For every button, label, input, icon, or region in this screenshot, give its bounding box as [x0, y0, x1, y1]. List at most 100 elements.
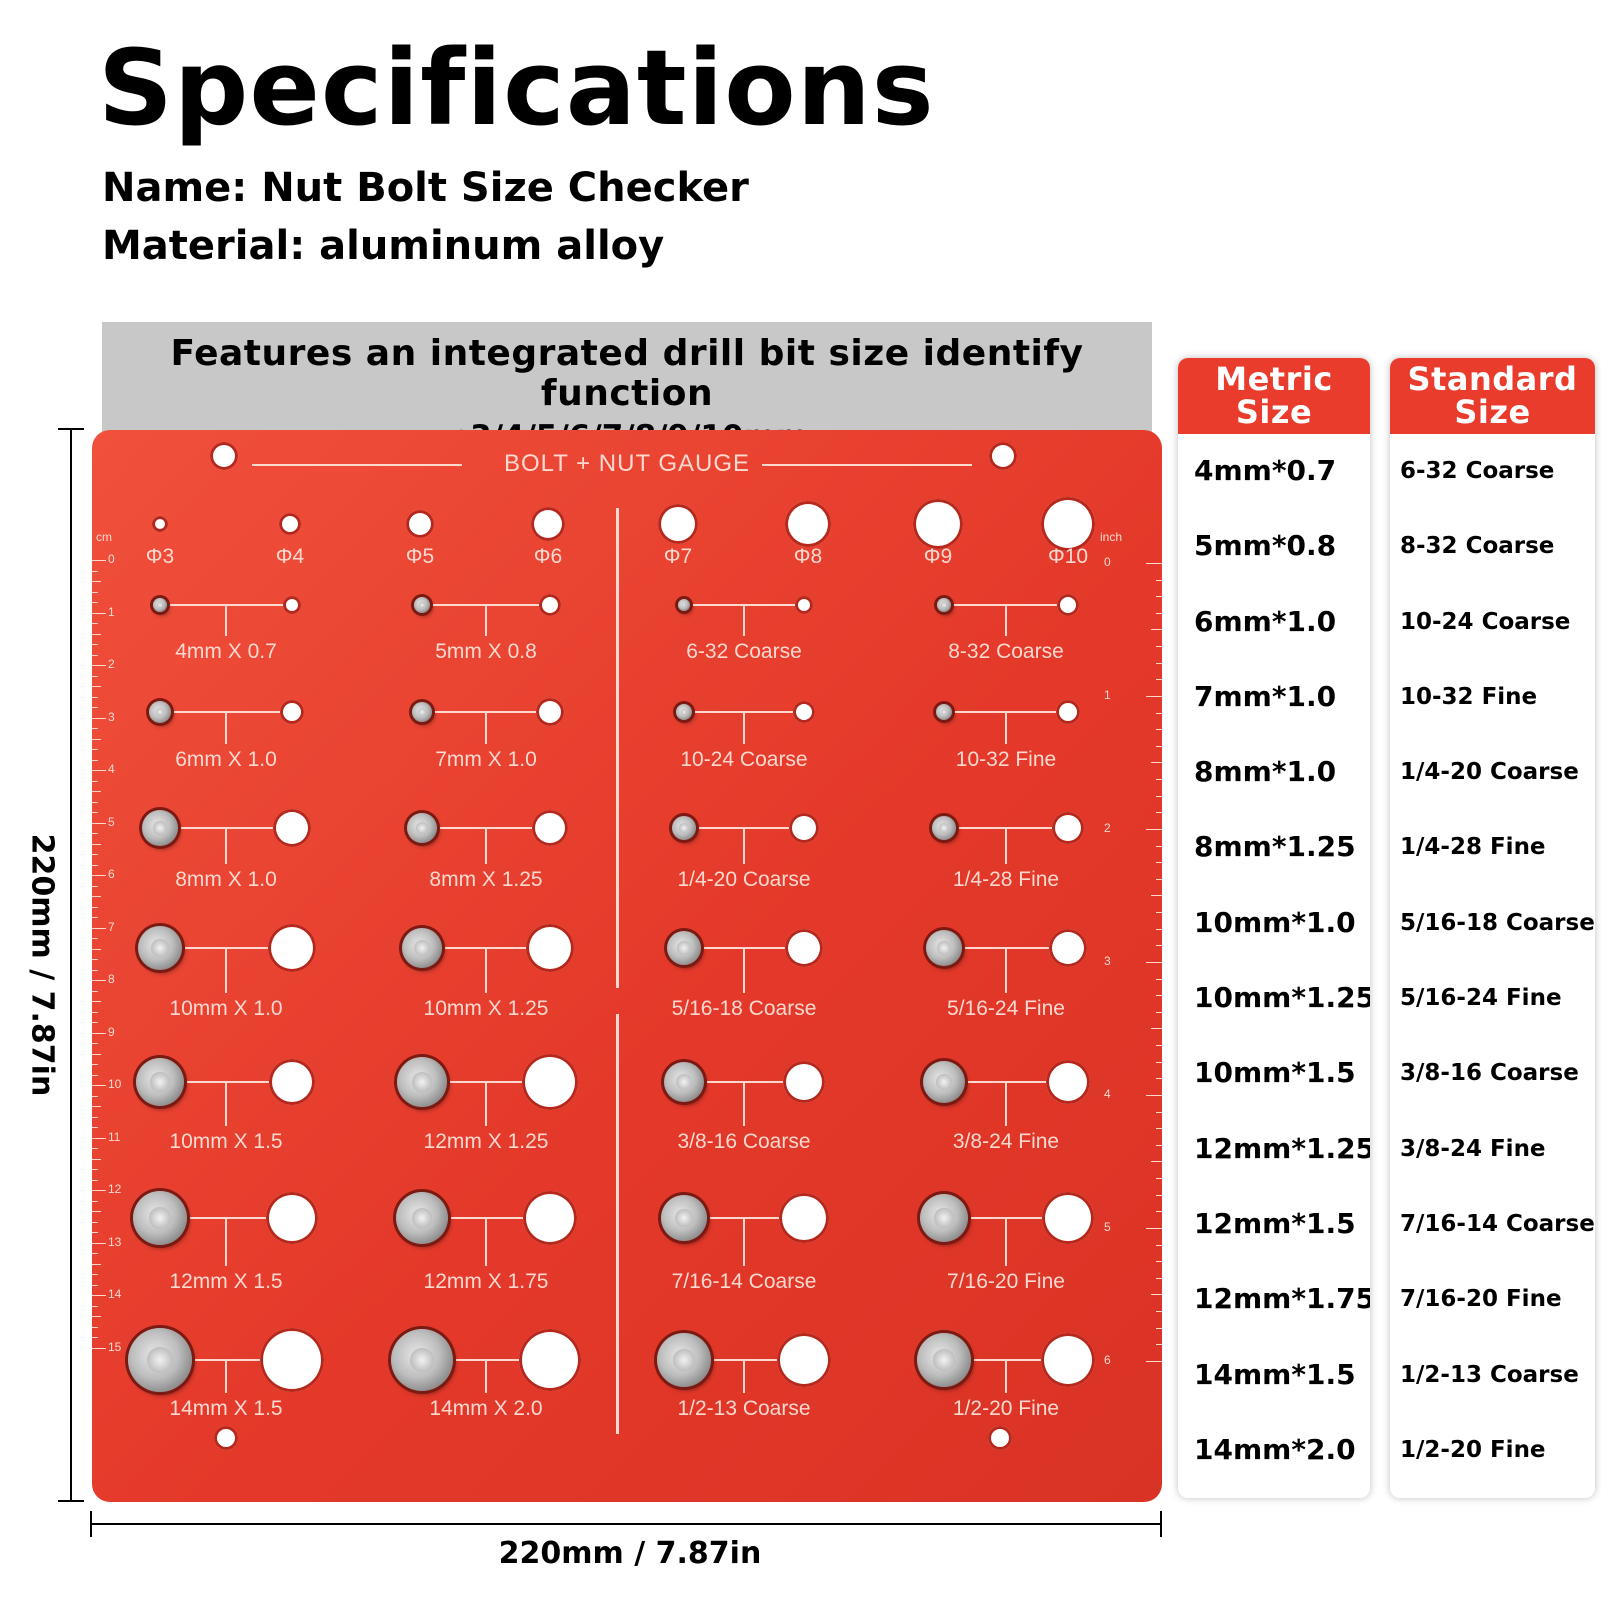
drill-hole [531, 507, 565, 541]
standard-size-item: 1/2-13 Coarse [1400, 1361, 1579, 1388]
height-dimension-cap-top [58, 428, 84, 430]
ruler-minor-tick [1156, 1311, 1162, 1312]
ruler-minor-tick [1156, 1111, 1162, 1113]
bolt-nut-connector-stem [225, 605, 227, 636]
bolt-size-label: 1/2-13 Coarse [677, 1397, 811, 1420]
bolt-nut-connector-stem [485, 712, 487, 744]
spec-material: Material: aluminum alloy [102, 223, 665, 269]
bolt-nut-connector-stem [485, 1360, 487, 1393]
bolt-nut-connector-stem [743, 1082, 745, 1126]
ruler-minor-tick [1156, 862, 1162, 864]
nut-test-hole [1049, 929, 1087, 967]
ruler-number: 5 [1104, 1220, 1111, 1234]
width-dimension-label: 220mm / 7.87in [498, 1536, 762, 1571]
ruler-minor-tick [1156, 679, 1162, 681]
metric-size-item: 12mm*1.25 [1194, 1131, 1370, 1165]
bolt-nut-connector-stem [743, 828, 745, 864]
standard-size-item: 7/16-20 Fine [1400, 1286, 1562, 1313]
drill-size-label: Φ8 [793, 545, 823, 568]
ruler-minor-tick [92, 812, 98, 813]
ruler-minor-tick [92, 1127, 98, 1128]
bolt-nut-connector-stem [225, 1082, 227, 1126]
gauge-plate: BOLT + NUT GAUGE Φ3 Φ4 Φ5 Φ6 Φ7 Φ8 Φ9 Φ10 cm 0 1 2 3… [92, 430, 1162, 1502]
nut-test-hole [783, 1061, 825, 1103]
ruler-number: 10 [108, 1077, 122, 1091]
standard-size-list: 6-32 Coarse 8-32 Coarse 10-24 Coarse 10-32 … [1390, 434, 1595, 1494]
ruler-tick [92, 1295, 106, 1296]
ruler-minor-tick [92, 1326, 98, 1328]
sample-bolt [136, 1058, 184, 1106]
nut-test-hole [1052, 812, 1084, 844]
ruler-minor-tick [92, 1106, 101, 1107]
ruler-minor-tick [1156, 1277, 1162, 1279]
ruler-minor-tick [92, 1053, 101, 1055]
bolt-nut-connector-stem [225, 1360, 227, 1393]
standard-size-header: Standard Size [1390, 358, 1595, 434]
ruler-number: 2 [1104, 821, 1111, 835]
ruler-number: 11 [108, 1129, 121, 1144]
standard-size-item: 6-32 Coarse [1400, 458, 1555, 484]
ruler-minor-tick [92, 1043, 98, 1044]
ruler-minor-tick [92, 917, 98, 918]
width-dimension-line [90, 1523, 1162, 1525]
ruler-minor-tick [1156, 1078, 1162, 1080]
ruler-minor-tick [1151, 1161, 1162, 1163]
bolt-size-label: 12mm X 1.75 [423, 1270, 549, 1293]
ruler-minor-tick [92, 602, 98, 603]
metric-size-header: Metric Size [1178, 358, 1370, 434]
feature-title: Features an integrated drill bit size id… [170, 333, 1084, 414]
nut-test-hole [283, 596, 301, 614]
sample-bolt [407, 813, 437, 843]
ruler-minor-tick [1156, 712, 1162, 714]
ruler-number: 12 [108, 1182, 122, 1196]
ruler-number: 0 [108, 552, 115, 566]
width-dimension-cap-left [90, 1511, 92, 1537]
ruler-minor-tick [92, 738, 101, 740]
ruler-minor-tick [92, 780, 98, 782]
ruler-minor-tick [92, 1316, 101, 1317]
ruler-minor-tick [1151, 762, 1162, 764]
ruler-minor-tick [92, 1116, 98, 1118]
ruler-minor-tick [1156, 662, 1162, 664]
ruler-minor-tick [92, 1200, 98, 1202]
ruler-minor-tick [92, 990, 98, 992]
ruler-number: 7 [108, 919, 115, 934]
bolt-size-label: 8mm X 1.25 [429, 868, 543, 891]
metric-size-item: 14mm*2.0 [1194, 1432, 1356, 1466]
ruler-minor-tick [1151, 629, 1162, 631]
ruler-number: 1 [1104, 688, 1111, 702]
ruler-number: 3 [108, 709, 115, 724]
nut-test-hole [269, 1059, 315, 1105]
ruler-minor-tick [1156, 945, 1162, 947]
ruler-minor-tick [1156, 812, 1162, 814]
ruler-minor-tick [1156, 995, 1162, 997]
bolt-nut-connector-stem [743, 605, 745, 636]
ruler-tick [92, 665, 106, 666]
feature-banner: Features an integrated drill bit size id… [102, 322, 1152, 454]
drill-size-label: Φ5 [405, 545, 435, 568]
ruler-tick [92, 1137, 106, 1139]
metric-size-list: 4mm*0.7 5mm*0.8 6mm*1.0 7mm*1.0 8mm*1.0 8mm*1… [1178, 434, 1370, 1494]
ruler-tick [92, 822, 106, 824]
bolt-size-label: 10-24 Coarse [680, 748, 808, 771]
standard-size-item: 5/16-18 Coarse [1400, 909, 1595, 936]
ruler-tick [92, 560, 106, 561]
bolt-nut-connector-stem [225, 948, 227, 993]
bolt-nut-connector-stem [485, 1218, 487, 1266]
ruler-minor-tick [1156, 612, 1162, 614]
bolt-nut-connector-stem [485, 1082, 487, 1126]
ruler-minor-tick [92, 896, 101, 897]
ruler-tick [1146, 696, 1162, 697]
bolt-nut-connector-stem [225, 828, 227, 864]
ruler-number: 9 [108, 1024, 115, 1039]
sample-bolt [936, 704, 952, 720]
nut-test-hole [536, 698, 564, 726]
bolt-size-label: 6mm X 1.0 [175, 748, 277, 771]
ruler-minor-tick [1156, 1128, 1162, 1130]
ruler-minor-tick [1156, 646, 1162, 647]
standard-size-item: 3/8-24 Fine [1400, 1135, 1546, 1162]
ruler-minor-tick [92, 633, 101, 635]
ruler-number: 14 [108, 1287, 122, 1301]
bolt-nut-connector-stem [485, 605, 487, 636]
ruler-number: 4 [1104, 1087, 1111, 1101]
